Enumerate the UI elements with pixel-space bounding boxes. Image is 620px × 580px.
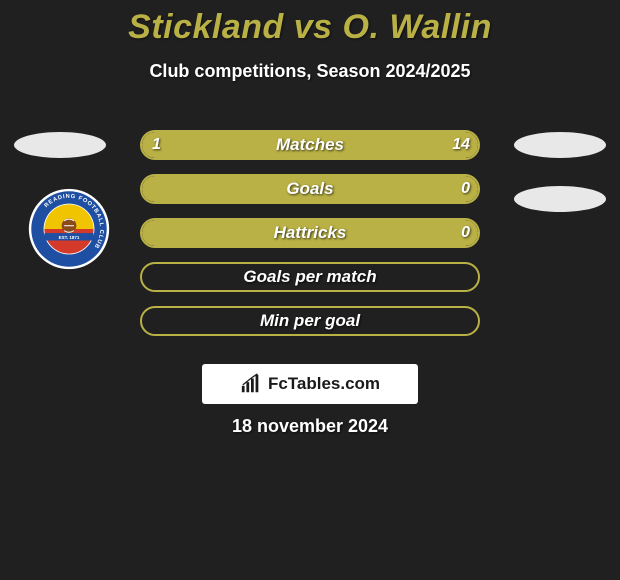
stat-label: Hattricks [142, 220, 478, 246]
page-subtitle: Club competitions, Season 2024/2025 [0, 61, 620, 82]
stats-bars: 1 Matches 14 Goals 0 Hattricks 0 Goals p… [140, 130, 480, 350]
stat-right-value: 0 [461, 220, 470, 246]
watermark: FcTables.com [202, 364, 418, 404]
stat-bar-hattricks: Hattricks 0 [140, 218, 480, 248]
page-title: Stickland vs O. Wallin [0, 8, 620, 47]
stat-label: Min per goal [142, 308, 478, 334]
stat-bar-min-per-goal: Min per goal [140, 306, 480, 336]
comparison-infographic: Stickland vs O. Wallin Club competitions… [0, 8, 620, 580]
watermark-text: FcTables.com [268, 374, 380, 394]
svg-text:EST. 1871: EST. 1871 [59, 235, 80, 240]
stat-label: Goals per match [142, 264, 478, 290]
club-badge-reading: EST. 1871 READING FOOTBALL CLUB [28, 188, 110, 270]
right-player-logo-placeholder-2 [514, 186, 606, 212]
stat-bar-goals-per-match: Goals per match [140, 262, 480, 292]
stat-bar-goals: Goals 0 [140, 174, 480, 204]
left-player-logo-placeholder [14, 132, 106, 158]
stat-label: Goals [142, 176, 478, 202]
stat-bar-matches: 1 Matches 14 [140, 130, 480, 160]
date-text: 18 november 2024 [0, 416, 620, 437]
chart-icon [240, 373, 262, 395]
right-player-logo-placeholder-1 [514, 132, 606, 158]
stat-label: Matches [142, 132, 478, 158]
stat-right-value: 14 [452, 132, 470, 158]
stat-right-value: 0 [461, 176, 470, 202]
